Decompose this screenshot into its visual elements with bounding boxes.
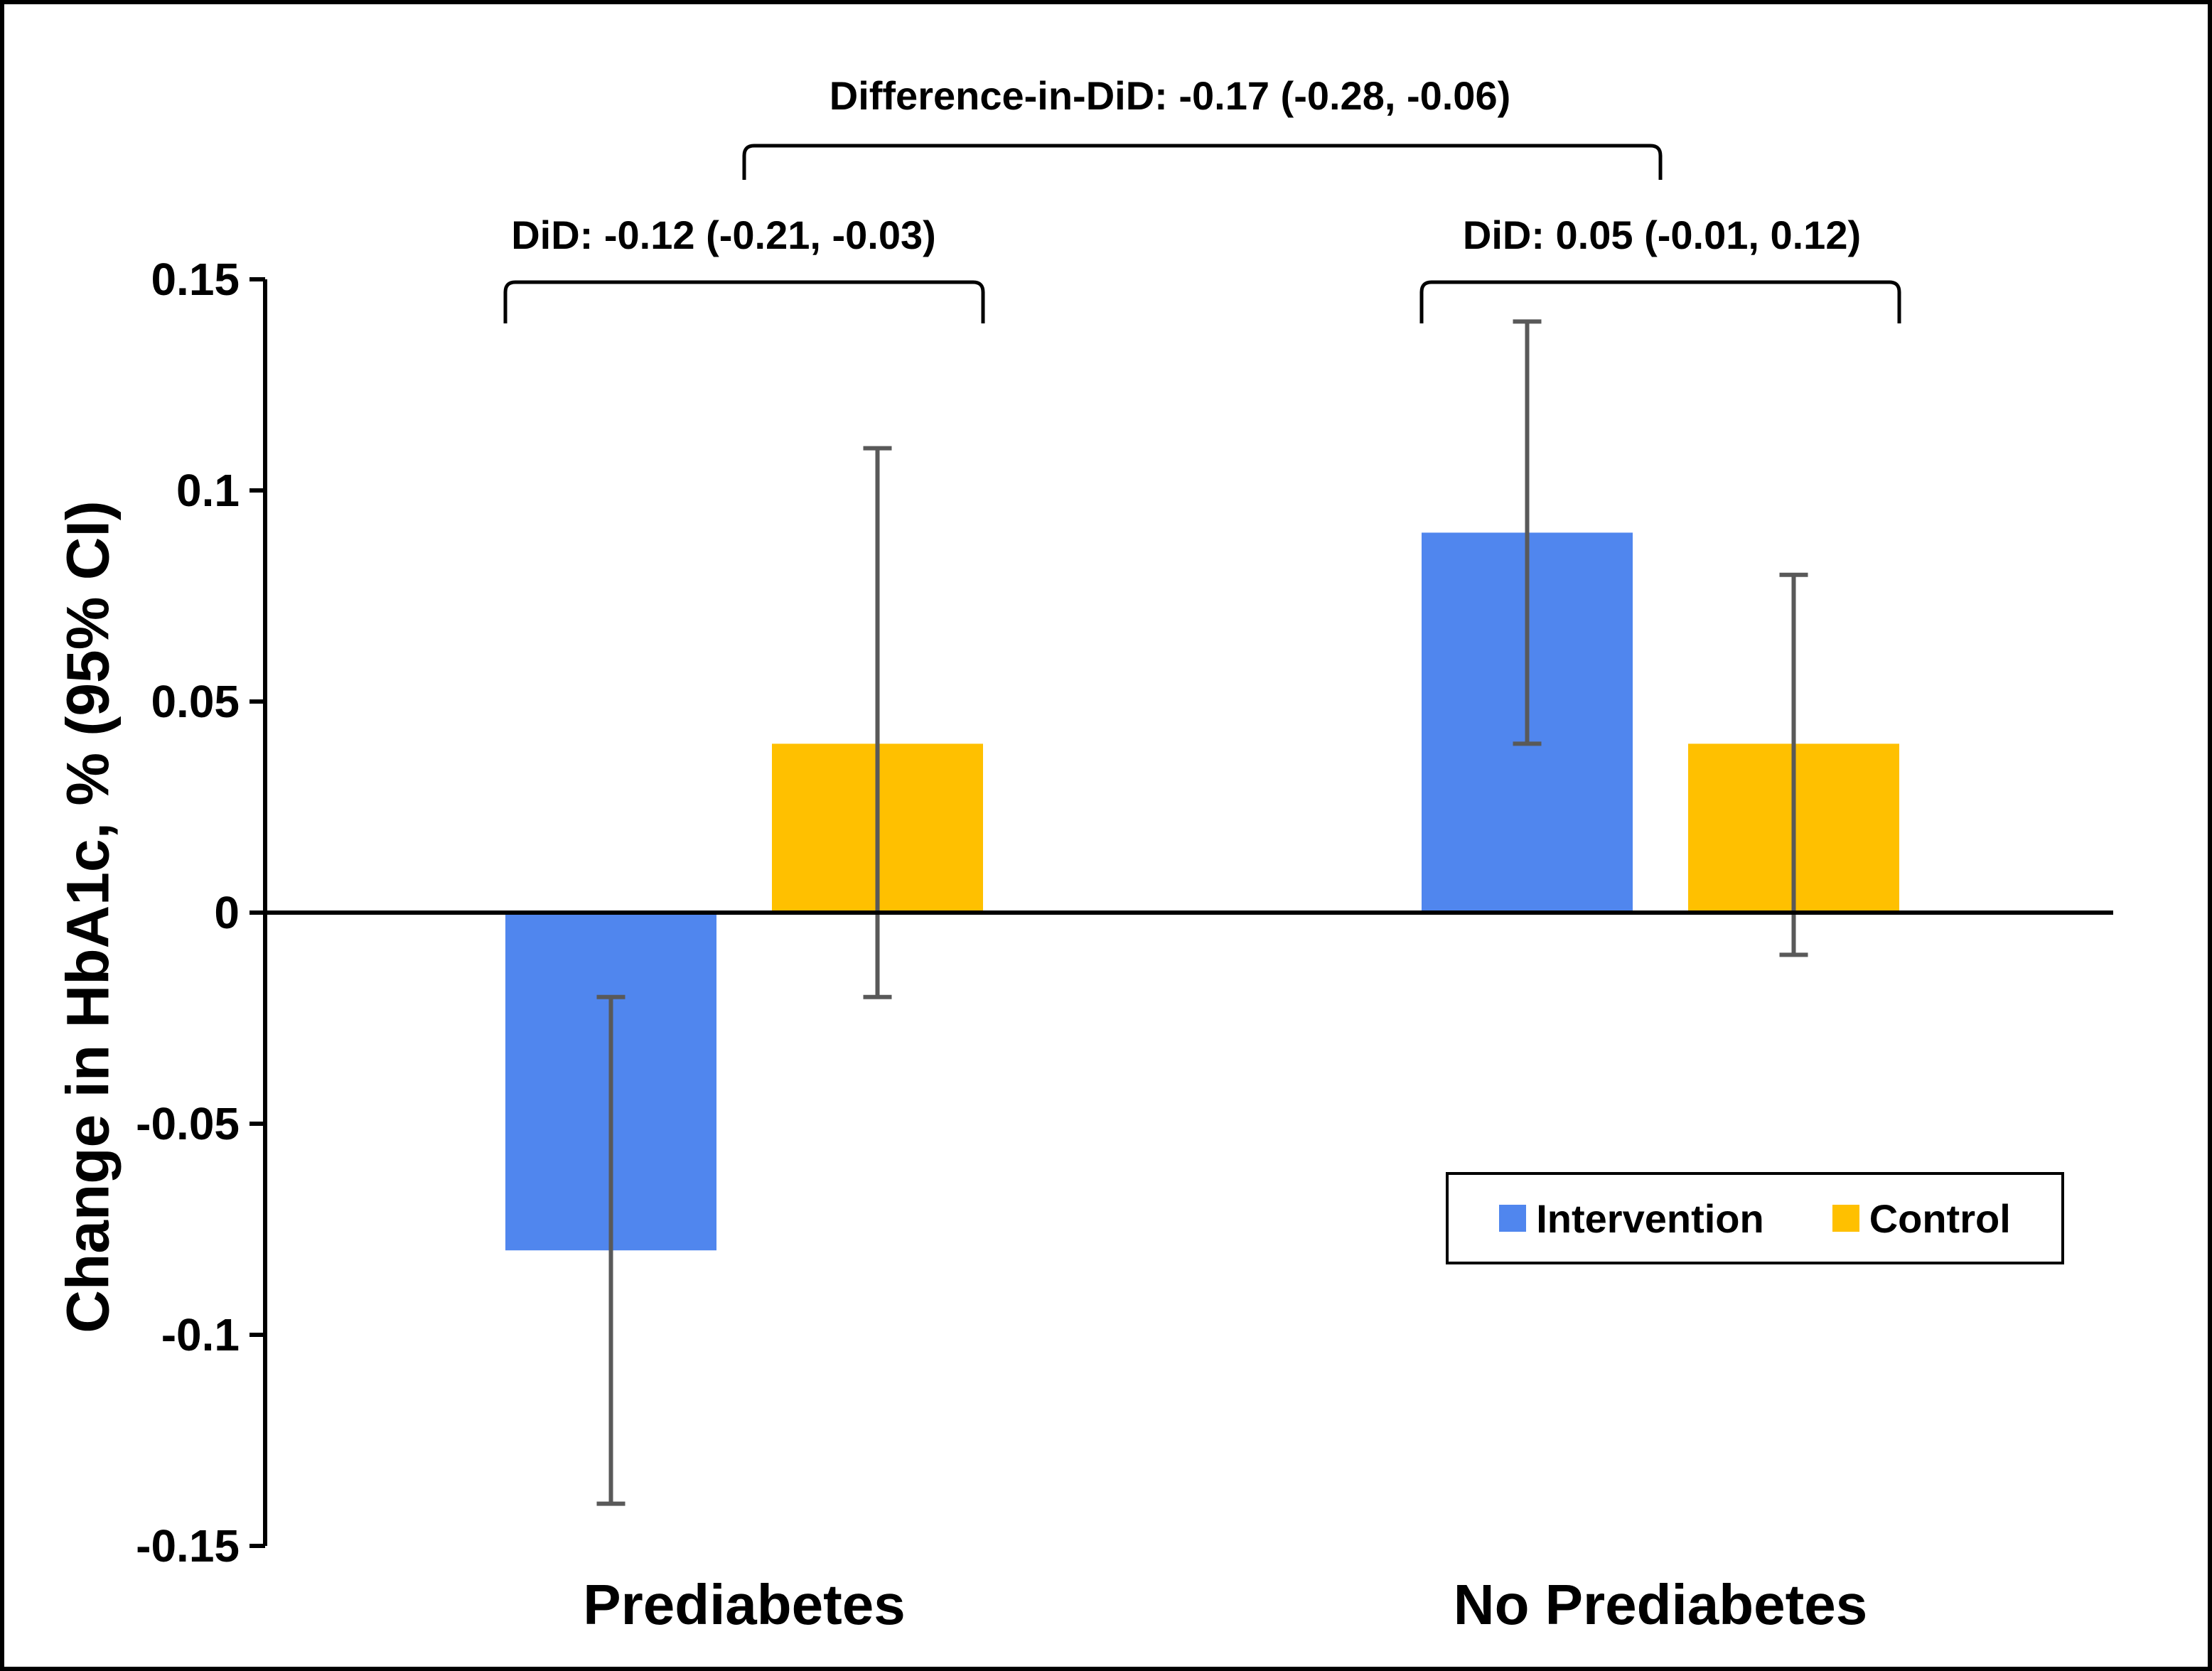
y-tick-label: -0.1 <box>161 1309 240 1360</box>
legend-label-intervention: Intervention <box>1536 1196 1764 1241</box>
y-tick-label: -0.05 <box>136 1098 240 1149</box>
x-category-prediabetes: Prediabetes <box>583 1573 906 1636</box>
plot-area: 0.15 0.1 0.05 0 -0.05 -0.1 -0.15 <box>136 144 2113 1571</box>
legend-label-control: Control <box>1869 1196 2011 1241</box>
legend: Intervention Control <box>1446 1172 2064 1264</box>
legend-swatch-control-icon <box>1832 1205 1859 1232</box>
difference-in-did-annotation: Difference-in-DiD: -0.17 (-0.28, -0.06) <box>829 73 1511 118</box>
y-tick-label: 0 <box>214 887 240 938</box>
difference-in-did-bracket <box>742 144 1663 180</box>
legend-swatch-intervention-icon <box>1499 1205 1527 1232</box>
legend-item-intervention: Intervention <box>1499 1196 1764 1242</box>
did-annotation-no-prediabetes: DiD: 0.05 (-0.01, 0.12) <box>1462 213 1862 257</box>
did-bracket-no-prediabetes <box>1419 280 1901 323</box>
y-tick-label: 0.15 <box>151 254 240 305</box>
y-tick-label: 0.1 <box>176 465 240 516</box>
did-annotation-prediabetes: DiD: -0.12 (-0.21, -0.03) <box>511 213 936 257</box>
y-tick-label: 0.05 <box>151 676 240 727</box>
y-tick-label: -0.15 <box>136 1520 240 1571</box>
x-category-no-prediabetes: No Prediabetes <box>1453 1573 1868 1636</box>
did-bracket-prediabetes <box>503 280 985 323</box>
legend-item-control: Control <box>1832 1196 2011 1242</box>
